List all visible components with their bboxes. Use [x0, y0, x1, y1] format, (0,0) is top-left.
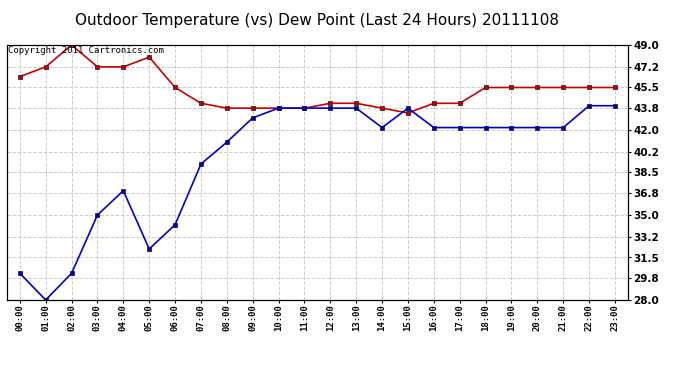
- Text: Copyright 2011 Cartronics.com: Copyright 2011 Cartronics.com: [8, 46, 164, 55]
- Text: Outdoor Temperature (vs) Dew Point (Last 24 Hours) 20111108: Outdoor Temperature (vs) Dew Point (Last…: [75, 13, 560, 28]
